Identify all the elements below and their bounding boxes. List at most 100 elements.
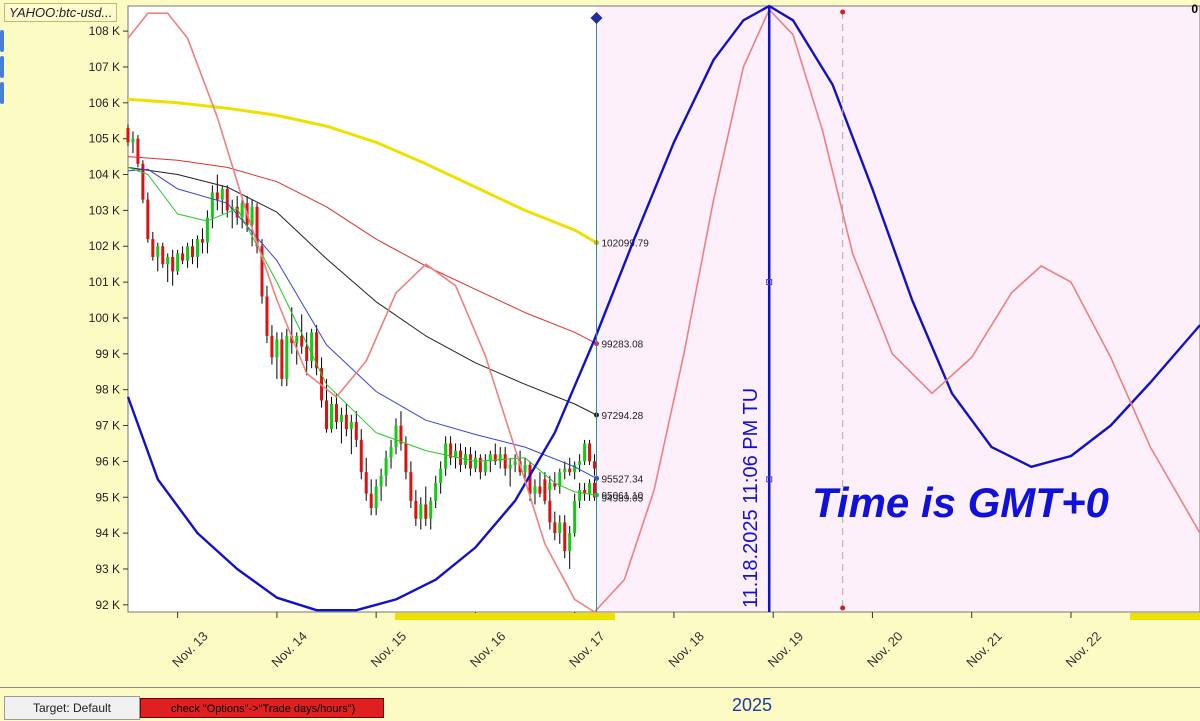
candle-body [444, 443, 448, 469]
candle-body [503, 454, 507, 469]
side-tab[interactable] [0, 56, 4, 78]
candle-body [329, 404, 333, 430]
candle-body [359, 439, 363, 473]
series-end-label: 95527.34 [602, 474, 644, 485]
candle-body [315, 332, 319, 369]
candle-body [265, 296, 269, 336]
candle-body [568, 468, 572, 473]
y-tick-label: 101 K [89, 275, 120, 289]
ticker-badge[interactable]: YAHOO:btc-usd... [4, 3, 118, 22]
candle-body [414, 500, 418, 519]
candle-body [290, 335, 294, 344]
candle-body [468, 454, 472, 469]
candle-body [334, 404, 338, 422]
candle-body [255, 206, 259, 247]
candle-body [553, 482, 557, 487]
candle-body [553, 522, 557, 534]
x-tick-label: Nov. 15 [368, 629, 410, 671]
candle-body [483, 461, 487, 473]
candle-body [220, 188, 224, 200]
candle-body [533, 486, 537, 494]
y-tick-label: 93 K [95, 562, 120, 576]
axis-highlight-bar [1130, 613, 1200, 620]
candle-body [275, 339, 279, 358]
y-tick-label: 102 K [89, 239, 120, 253]
candle-body [186, 246, 190, 261]
candle-body [364, 472, 368, 494]
series-end-label: 99283.08 [602, 340, 644, 351]
candle-body [300, 335, 304, 347]
price-label: 94989.05 [602, 494, 644, 505]
candle-body [151, 239, 155, 258]
marker-handle [766, 279, 773, 286]
candle-body [210, 192, 214, 218]
candle-body [548, 500, 552, 523]
timezone-annotation: Time is GMT+0 [812, 479, 1109, 526]
candle-body [424, 504, 428, 519]
candle-body [136, 138, 140, 164]
dashed-marker-end [840, 9, 846, 15]
axis-highlight-bar [395, 613, 615, 620]
candle-body [409, 472, 413, 501]
candle-body [563, 468, 567, 473]
candle-body [349, 421, 353, 430]
candle-body [568, 533, 572, 552]
candle-body [325, 400, 329, 430]
y-tick-label: 95 K [95, 490, 120, 504]
candle-body [478, 457, 482, 473]
candle-body [454, 450, 458, 458]
moving-average-line [127, 166, 597, 496]
candle-body [583, 490, 587, 494]
candle-body [310, 332, 314, 361]
candle-body [280, 339, 284, 379]
candle-body [558, 472, 562, 487]
plot-border [127, 5, 1200, 613]
candle-body [488, 454, 492, 462]
moving-average-line [127, 168, 597, 479]
candle-body [200, 239, 204, 243]
candle-body [548, 482, 552, 491]
warning-message: check "Options"->"Trade days/hours") [140, 698, 384, 718]
x-tick-label: Nov. 16 [467, 629, 509, 671]
candle-body [305, 346, 309, 361]
candle-body [235, 206, 239, 218]
moving-average-line [127, 97, 598, 244]
marker-handle [766, 476, 773, 483]
x-tick-label: Nov. 18 [665, 629, 707, 671]
candle-body [195, 239, 199, 258]
candle-body [176, 253, 180, 272]
candle-body [513, 461, 517, 465]
y-tick-label: 100 K [89, 311, 120, 325]
candle-body [379, 475, 383, 487]
side-tab[interactable] [0, 30, 4, 52]
candle-body [394, 425, 398, 448]
cycle-curve [126, 4, 1200, 612]
candle-body [473, 457, 477, 469]
y-tick-label: 97 K [95, 419, 120, 433]
y-tick-label: 104 K [89, 168, 120, 182]
candle-body [498, 454, 502, 462]
candle-body [156, 246, 160, 258]
left-tab-strip[interactable] [0, 30, 4, 110]
candle-body [225, 188, 229, 211]
current-time-diamond [590, 12, 603, 24]
candle-body [270, 335, 274, 358]
candle-body [573, 500, 577, 534]
candle-body [161, 246, 165, 265]
candle-body [508, 464, 512, 469]
candle-body [419, 504, 423, 519]
candle-body [563, 522, 567, 552]
y-tick-label: 98 K [95, 383, 120, 397]
y-tick-label: 106 K [89, 96, 120, 110]
candle-body [260, 246, 264, 297]
candle-body [339, 414, 343, 422]
candle-body [588, 443, 592, 462]
target-button[interactable]: Target: Default [4, 696, 140, 720]
candle-body [171, 257, 175, 272]
side-tab[interactable] [0, 82, 4, 104]
dashed-marker-end [840, 605, 846, 611]
y-tick-label: 96 K [95, 454, 120, 468]
y-tick-label: 94 K [95, 526, 120, 540]
